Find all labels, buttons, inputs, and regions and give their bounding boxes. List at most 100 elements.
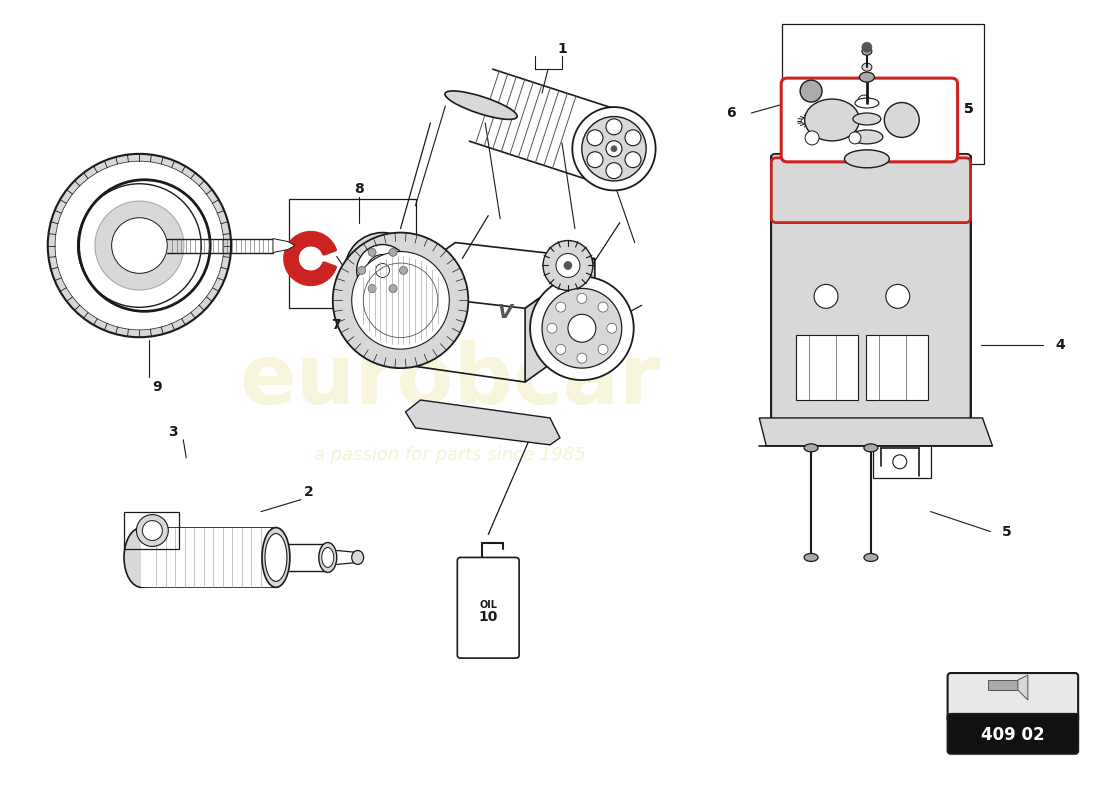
Circle shape <box>610 146 617 152</box>
Circle shape <box>352 251 449 349</box>
Circle shape <box>399 266 407 274</box>
Bar <box>866 335 927 400</box>
Ellipse shape <box>859 72 874 82</box>
Text: 5: 5 <box>964 102 974 116</box>
FancyBboxPatch shape <box>947 673 1078 722</box>
Polygon shape <box>525 258 595 382</box>
Ellipse shape <box>852 113 881 125</box>
Circle shape <box>606 141 621 157</box>
Circle shape <box>814 285 838 308</box>
Circle shape <box>625 152 641 168</box>
Text: 9: 9 <box>153 380 162 394</box>
Ellipse shape <box>845 150 889 168</box>
Ellipse shape <box>572 107 656 190</box>
Ellipse shape <box>319 542 337 572</box>
FancyBboxPatch shape <box>458 558 519 658</box>
Ellipse shape <box>864 444 878 452</box>
FancyBboxPatch shape <box>947 714 1078 754</box>
Circle shape <box>587 130 603 146</box>
Ellipse shape <box>804 554 818 562</box>
Ellipse shape <box>124 527 158 587</box>
Bar <box>873 440 931 478</box>
Circle shape <box>576 353 587 363</box>
Ellipse shape <box>804 99 859 141</box>
Ellipse shape <box>862 47 872 55</box>
Circle shape <box>333 233 469 368</box>
Circle shape <box>556 302 565 312</box>
Polygon shape <box>759 418 992 446</box>
Circle shape <box>568 314 596 342</box>
Circle shape <box>587 152 603 168</box>
Circle shape <box>358 266 365 274</box>
Text: 3: 3 <box>168 425 178 439</box>
Circle shape <box>95 201 184 290</box>
Circle shape <box>78 184 201 307</box>
Circle shape <box>543 241 593 290</box>
Polygon shape <box>1018 675 1027 700</box>
Polygon shape <box>386 242 595 308</box>
Text: 409 02: 409 02 <box>981 726 1045 744</box>
Circle shape <box>564 262 572 270</box>
Ellipse shape <box>136 514 168 546</box>
Ellipse shape <box>142 521 163 541</box>
Circle shape <box>862 42 872 52</box>
Circle shape <box>598 302 608 312</box>
Ellipse shape <box>801 117 821 125</box>
Bar <box>796 335 858 400</box>
Circle shape <box>111 218 167 274</box>
Polygon shape <box>406 400 560 445</box>
Circle shape <box>893 455 906 469</box>
Polygon shape <box>471 73 619 179</box>
Polygon shape <box>988 680 1018 690</box>
Ellipse shape <box>582 117 646 181</box>
FancyBboxPatch shape <box>781 78 958 162</box>
Ellipse shape <box>804 444 818 452</box>
Ellipse shape <box>805 131 820 145</box>
Circle shape <box>375 263 389 278</box>
Ellipse shape <box>322 547 333 567</box>
Circle shape <box>430 275 444 290</box>
Circle shape <box>55 161 223 330</box>
Text: V: V <box>497 303 513 322</box>
Polygon shape <box>273 238 295 253</box>
Ellipse shape <box>855 98 879 108</box>
Circle shape <box>344 233 420 308</box>
Circle shape <box>542 288 621 368</box>
Circle shape <box>607 323 617 334</box>
Text: eurobcar: eurobcar <box>240 339 661 421</box>
Circle shape <box>389 248 397 256</box>
Circle shape <box>356 245 408 296</box>
Text: 5: 5 <box>1001 525 1011 538</box>
Circle shape <box>576 294 587 303</box>
Ellipse shape <box>849 132 861 144</box>
Text: 8: 8 <box>354 182 363 196</box>
Ellipse shape <box>265 534 287 582</box>
Circle shape <box>547 323 557 334</box>
Circle shape <box>606 162 621 178</box>
Text: 2: 2 <box>304 485 313 498</box>
Ellipse shape <box>884 102 920 138</box>
Circle shape <box>598 345 608 354</box>
Circle shape <box>556 345 565 354</box>
Text: 4: 4 <box>1055 338 1065 352</box>
FancyBboxPatch shape <box>771 154 970 420</box>
Ellipse shape <box>858 95 870 107</box>
Text: 1: 1 <box>557 42 566 56</box>
Text: 10: 10 <box>478 610 498 624</box>
Ellipse shape <box>798 115 825 127</box>
Bar <box>782 24 984 164</box>
Circle shape <box>389 285 397 293</box>
Circle shape <box>800 80 822 102</box>
Text: a passion for parts since 1985: a passion for parts since 1985 <box>315 446 586 464</box>
Ellipse shape <box>444 91 517 119</box>
Circle shape <box>366 254 398 286</box>
Circle shape <box>368 248 376 256</box>
Ellipse shape <box>262 527 290 587</box>
Bar <box>142 527 276 587</box>
Text: OIL: OIL <box>480 600 497 610</box>
Circle shape <box>625 130 641 146</box>
Circle shape <box>556 254 580 278</box>
Circle shape <box>530 277 634 380</box>
Circle shape <box>47 154 231 338</box>
Circle shape <box>606 119 621 134</box>
